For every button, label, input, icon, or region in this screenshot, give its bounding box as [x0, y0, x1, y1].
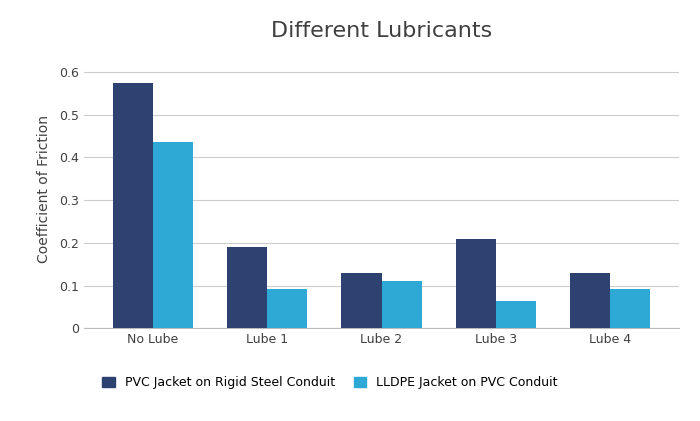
- Legend: PVC Jacket on Rigid Steel Conduit, LLDPE Jacket on PVC Conduit: PVC Jacket on Rigid Steel Conduit, LLDPE…: [102, 376, 557, 389]
- Bar: [610, 289, 650, 328]
- Bar: [153, 142, 192, 328]
- Title: Different Lubricants: Different Lubricants: [271, 21, 492, 41]
- Bar: [342, 273, 382, 328]
- Bar: [496, 301, 536, 328]
- Bar: [267, 289, 307, 328]
- Y-axis label: Coefficient of Friction: Coefficient of Friction: [37, 115, 51, 264]
- Bar: [227, 247, 267, 328]
- Bar: [570, 273, 610, 328]
- Bar: [456, 239, 496, 328]
- Bar: [382, 281, 421, 328]
- Bar: [113, 83, 153, 328]
